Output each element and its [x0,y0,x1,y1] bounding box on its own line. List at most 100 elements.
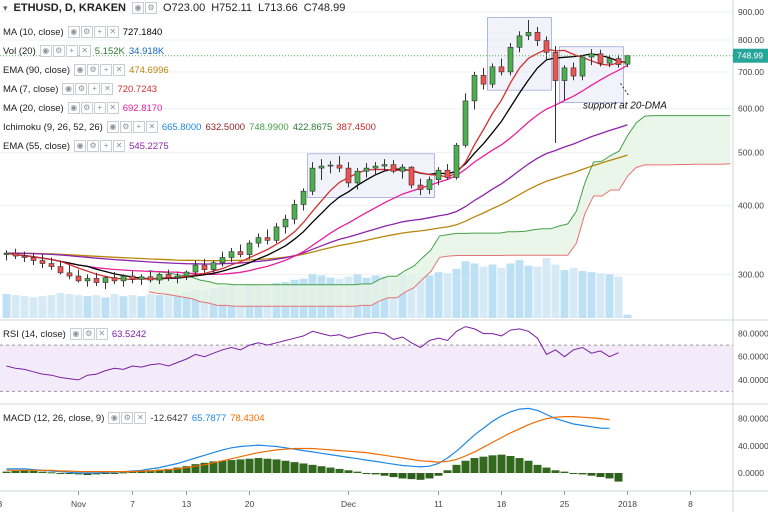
candle-body [219,257,226,264]
volume-bar [578,271,587,318]
candle-body [390,164,397,172]
eye-icon[interactable]: ◉ [106,121,119,133]
candle-body [21,255,28,258]
settings-icon[interactable]: ⚙ [80,102,93,114]
legend-value: 422.8675 [292,121,333,133]
volume-bar [137,296,146,318]
candlesticks[interactable] [3,19,631,290]
close-icon[interactable]: ✕ [101,83,114,95]
price-tick-label: 500.00 [738,147,764,157]
macd-histogram-bar [65,473,74,474]
macd-histogram-bar [614,473,623,482]
candle-body [507,46,514,73]
macd-histogram-bar [74,473,83,475]
macd-histogram-bar [560,471,569,473]
volume-bar [200,290,209,318]
settings-icon[interactable]: ⚙ [121,412,134,424]
range-box [487,17,552,91]
settings-icon[interactable]: ⚙ [87,64,100,76]
volume-bar [533,266,542,318]
annotation-pointer [620,83,629,96]
close-icon[interactable]: ✕ [113,64,126,76]
eye-icon[interactable]: ◉ [62,83,75,95]
settings-icon[interactable]: ⚙ [82,328,95,340]
macd-histogram-bar [110,473,119,474]
volume-bar [65,294,74,318]
add-icon[interactable]: + [93,26,106,38]
macd-histogram-bar [398,473,407,479]
legend-value: 727.1840 [122,26,163,38]
eye-icon[interactable]: ◉ [67,102,80,114]
volume-bar [38,296,47,318]
legend-ma20: MA (20, close) ◉ ⚙ + ✕ 692.8170 [3,102,162,114]
candle-body [273,226,280,241]
eye-icon[interactable]: ◉ [39,45,52,57]
macd-histogram-bar [209,461,218,473]
add-icon[interactable]: + [132,121,145,133]
eye-icon[interactable]: ◉ [67,26,80,38]
collapse-icon[interactable]: ▾ [3,2,8,13]
candle-body [399,166,406,172]
ma7-line [6,48,628,281]
close-icon[interactable]: ✕ [113,140,126,152]
add-icon[interactable]: + [88,83,101,95]
close-icon[interactable]: ✕ [134,412,147,424]
close-icon[interactable]: ✕ [78,45,91,57]
settings-icon[interactable]: ⚙ [80,26,93,38]
macd-histogram-bar [443,470,452,473]
close-icon[interactable]: ✕ [106,102,119,114]
eye-icon[interactable]: ◉ [74,140,87,152]
add-icon[interactable]: + [100,140,113,152]
volume-bar [524,265,533,318]
candle-body [102,277,109,283]
settings-icon[interactable]: ⚙ [87,140,100,152]
rsi-panel [6,326,619,381]
legend-controls: ◉ ⚙ + ✕ [67,102,119,114]
macd-histogram-bar [299,463,308,473]
time-tick-label: Dec [341,499,357,509]
eye-icon[interactable]: ◉ [69,328,82,340]
legend-value: 545.2275 [129,140,169,152]
legend-ema55: EMA (55, close) ◉ ⚙ + ✕ 545.2275 [3,140,169,152]
settings-icon[interactable]: ⚙ [75,83,88,95]
add-icon[interactable]: + [65,45,78,57]
macd-histogram-bar [38,471,47,473]
macd-histogram-bar [407,473,416,480]
macd-histogram-bar [137,470,146,473]
eye-icon[interactable]: ◉ [131,2,144,14]
time-tick-label: 2018 [618,499,637,509]
volume-bar [398,273,407,318]
macd-histogram-bar [416,473,425,480]
close-icon[interactable]: ✕ [145,121,158,133]
range-box [307,153,435,198]
macd-histogram-bar [146,470,155,473]
close-icon[interactable]: ✕ [95,328,108,340]
time-tick-label: 13 [182,499,192,509]
legend-controls: ◉ ⚙ + ✕ [39,45,91,57]
volume-bar [110,294,119,318]
add-icon[interactable]: + [100,64,113,76]
candle-body [309,167,316,192]
candle-body [498,66,505,73]
candle-body [624,55,631,65]
eye-icon[interactable]: ◉ [108,412,121,424]
settings-icon[interactable]: ⚙ [144,2,157,14]
macd-histogram-bar [596,473,605,478]
close-icon[interactable]: ✕ [106,26,119,38]
settings-icon[interactable]: ⚙ [119,121,132,133]
candle-body [435,169,442,180]
volume-bar [47,295,56,318]
ema90-line [6,154,628,262]
volume-bar [479,266,488,318]
legend-value: 692.8170 [122,102,163,114]
settings-icon[interactable]: ⚙ [52,45,65,57]
add-icon[interactable]: + [93,102,106,114]
legend-controls: ◉ ⚙ + ✕ [74,64,126,76]
legend-label: Vol (20) [3,45,36,57]
candle-body [345,167,352,184]
signal-line [6,416,610,473]
volume-bar [605,274,614,318]
eye-icon[interactable]: ◉ [74,64,87,76]
